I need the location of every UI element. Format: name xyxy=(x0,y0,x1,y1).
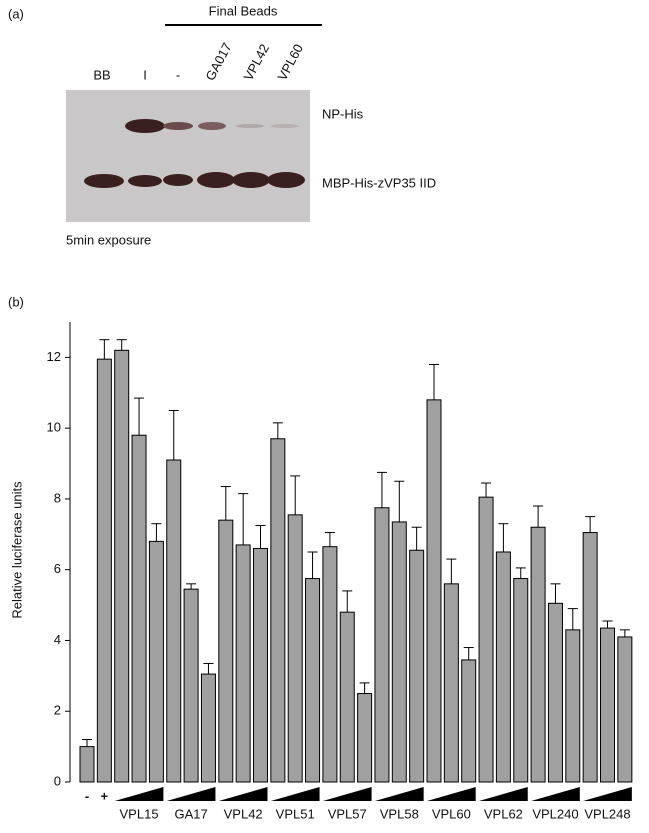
bar xyxy=(114,349,130,783)
x-tick-label: - xyxy=(85,788,89,803)
bar xyxy=(287,514,303,783)
group-label: VPL240 xyxy=(532,806,578,821)
lane-label: VPL60 xyxy=(274,42,306,84)
bar xyxy=(565,629,581,783)
band-label: NP-His xyxy=(322,106,364,121)
group-label: VPL248 xyxy=(584,806,630,821)
bar xyxy=(183,588,199,783)
dose-triangle xyxy=(270,787,320,801)
lane-label: - xyxy=(176,67,180,82)
y-tick-label: 2 xyxy=(54,703,61,718)
dose-triangle xyxy=(114,787,164,801)
lane-label: VPL42 xyxy=(240,42,272,84)
group-label: VPL15 xyxy=(120,806,159,821)
bar xyxy=(200,673,216,783)
y-tick-label: 8 xyxy=(54,490,61,505)
blot xyxy=(66,90,310,222)
group-label: VPL62 xyxy=(484,806,523,821)
y-tick-label: 10 xyxy=(47,420,61,435)
bar xyxy=(270,438,286,783)
bar xyxy=(96,358,112,783)
bar xyxy=(253,547,268,783)
bar xyxy=(339,611,355,783)
bar xyxy=(617,636,633,783)
bar xyxy=(426,399,442,783)
group-label: GA17 xyxy=(174,806,207,821)
blot-caption: 5min exposure xyxy=(66,232,151,247)
dose-triangle xyxy=(166,787,216,801)
bands xyxy=(84,119,305,188)
blot-header: Final Beads xyxy=(209,3,278,18)
y-tick-label: 6 xyxy=(54,561,61,576)
bar xyxy=(166,459,182,783)
dose-triangle xyxy=(374,787,424,801)
bar xyxy=(409,549,425,783)
group-label: VPL60 xyxy=(432,806,471,821)
bar xyxy=(443,583,459,783)
bar xyxy=(305,578,321,783)
dose-triangle xyxy=(531,787,580,801)
lane-label: BB xyxy=(93,67,110,82)
dose-triangle xyxy=(479,787,528,801)
band-label: MBP-His-zVP35 IID xyxy=(322,175,436,190)
dose-triangle xyxy=(427,787,476,801)
bar xyxy=(235,544,251,783)
bar xyxy=(582,532,598,783)
lane-label: I xyxy=(143,67,147,82)
bar xyxy=(374,507,390,783)
bar xyxy=(322,546,338,783)
panel-label: (a) xyxy=(8,6,24,21)
bar xyxy=(478,496,494,783)
bar xyxy=(357,693,373,783)
group-label: VPL58 xyxy=(380,806,419,821)
y-axis-label: Relative luciferase units xyxy=(9,481,24,619)
bar xyxy=(131,434,147,783)
bar xyxy=(461,659,477,783)
bar xyxy=(79,746,95,783)
y-tick-label: 12 xyxy=(47,349,61,364)
bar xyxy=(600,627,615,783)
group-label: VPL57 xyxy=(328,806,367,821)
x-tick-label: + xyxy=(101,788,109,803)
dose-triangle xyxy=(322,787,372,801)
bar xyxy=(391,521,407,783)
bar xyxy=(513,578,529,783)
bar xyxy=(218,519,234,783)
dose-triangle xyxy=(218,787,268,801)
bar xyxy=(547,602,563,783)
y-tick-label: 0 xyxy=(54,773,61,788)
bar xyxy=(148,540,164,783)
group-label: VPL42 xyxy=(224,806,263,821)
bar xyxy=(530,526,546,783)
group-label: VPL51 xyxy=(276,806,315,821)
bar xyxy=(495,551,511,783)
dose-triangle xyxy=(583,787,632,801)
y-tick-label: 4 xyxy=(54,632,61,647)
panel-label: (b) xyxy=(8,294,24,309)
lane-label: GA017 xyxy=(202,40,234,83)
